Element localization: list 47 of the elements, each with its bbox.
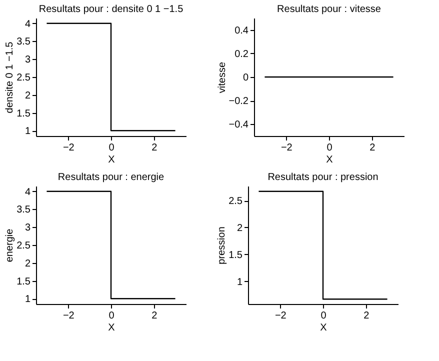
x-tick-label: 2	[152, 310, 158, 322]
x-tick-label: 0	[326, 142, 333, 154]
x-axis-title: X	[108, 322, 116, 334]
y-tick-label: 0	[242, 72, 249, 84]
y-tick-label: 4	[24, 186, 31, 198]
y-axis-title: energie	[4, 228, 16, 262]
y-tick-label: 1.5	[228, 250, 243, 261]
y-tick-label: 2.5	[228, 196, 243, 208]
y-tick-label: 2.5	[16, 240, 31, 252]
y-tick-label: 2	[236, 222, 243, 234]
y-tick-label: 2.5	[16, 72, 31, 84]
chart-title: Resultats pour : energie	[58, 172, 165, 183]
y-tick-label: 3.5	[16, 36, 31, 48]
chart-title: Resultats pour : pression	[268, 172, 378, 183]
y-tick-label: −0.2	[228, 96, 249, 108]
y-axis-title: densite 0 1 −1.5	[4, 41, 16, 114]
chart-title: Resultats pour : densite 0 1 −1.5	[38, 4, 184, 15]
y-tick-label: 1.5	[16, 108, 31, 120]
y-tick-label: 3	[24, 222, 31, 234]
y-axis-title: vitesse	[216, 62, 228, 94]
y-tick-label: 2	[24, 90, 31, 102]
x-axis-title: X	[326, 154, 334, 166]
y-tick-label: 3.5	[16, 204, 31, 216]
x-tick-label: 0	[108, 310, 115, 322]
y-tick-label: 2	[24, 258, 31, 270]
x-axis-title: X	[108, 154, 116, 166]
x-tick-label: −2	[274, 310, 287, 322]
y-tick-label: 1	[236, 276, 243, 288]
x-tick-label: 2	[364, 310, 370, 322]
x-tick-label: 0	[108, 142, 115, 154]
y-tick-label: 1.5	[16, 276, 31, 288]
chart-title: Resultats pour : vitesse	[277, 4, 382, 15]
x-tick-label: −2	[62, 142, 75, 154]
y-axis-title: pression	[216, 226, 228, 264]
x-tick-label: 2	[370, 142, 376, 154]
x-tick-label: 2	[152, 142, 158, 154]
x-tick-label: −2	[280, 142, 293, 154]
y-tick-label: 0.2	[234, 48, 249, 60]
y-tick-label: 1	[24, 294, 31, 306]
y-tick-label: 0.4	[234, 25, 249, 36]
x-tick-label: −2	[62, 310, 75, 322]
y-tick-label: 4	[24, 18, 31, 30]
y-tick-label: 3	[24, 54, 31, 66]
x-tick-label: 0	[320, 310, 327, 322]
y-tick-label: −0.4	[228, 120, 249, 131]
y-tick-label: 1	[24, 126, 31, 138]
x-axis-title: X	[320, 322, 328, 334]
